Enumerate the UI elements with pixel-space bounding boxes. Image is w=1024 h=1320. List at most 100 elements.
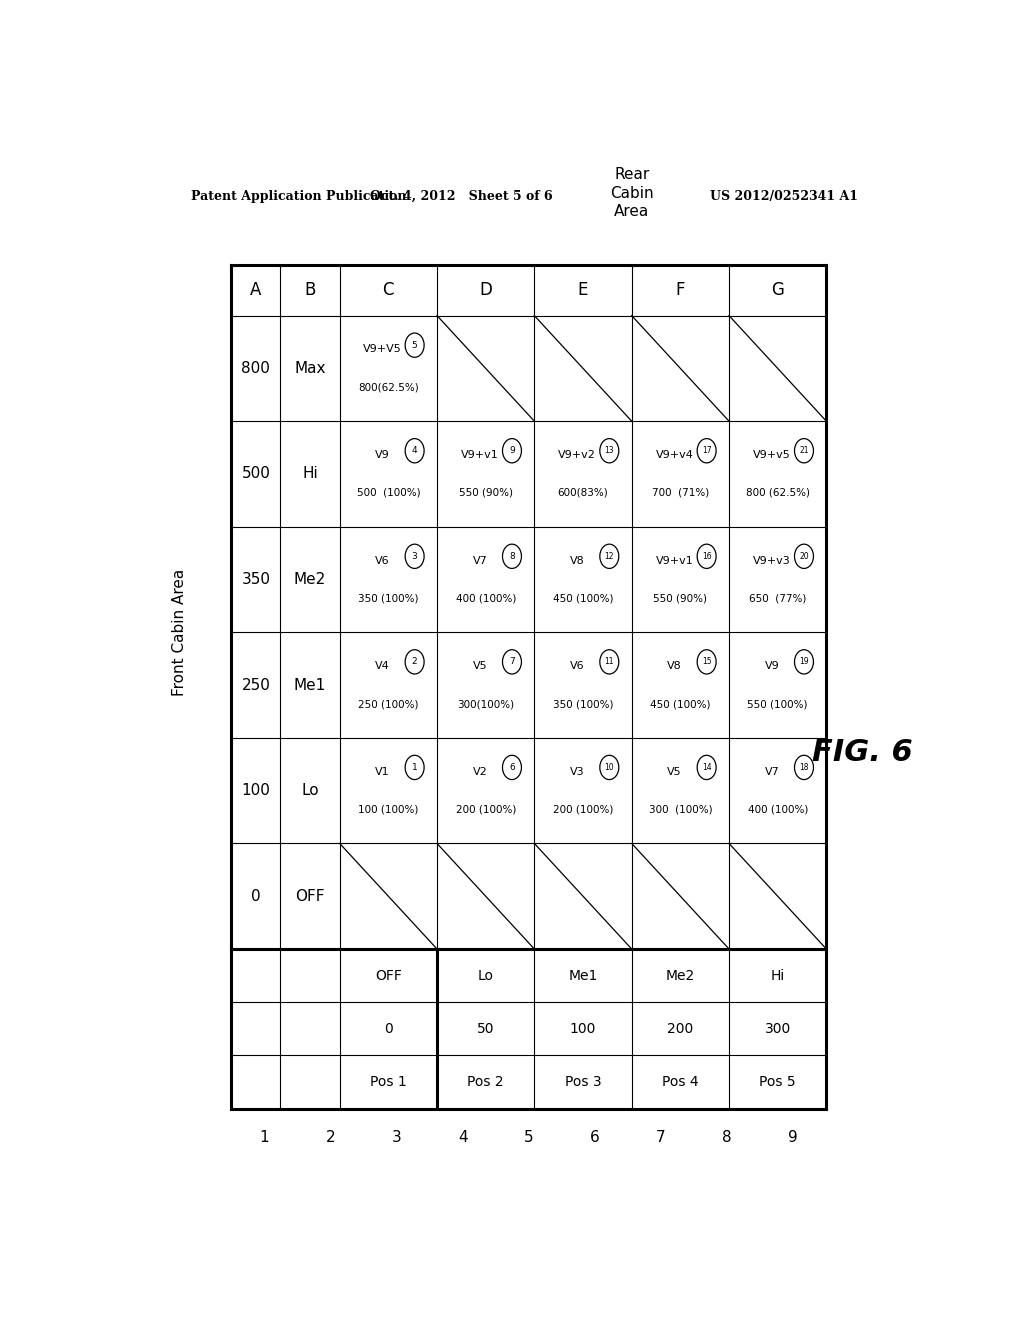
Text: 100 (100%): 100 (100%) [358, 805, 419, 814]
Text: 350: 350 [242, 572, 270, 587]
Text: 300(100%): 300(100%) [457, 700, 514, 709]
Text: V9: V9 [765, 661, 779, 671]
Text: Me2: Me2 [294, 572, 327, 587]
Text: 7: 7 [656, 1130, 666, 1144]
Text: Me1: Me1 [568, 969, 598, 982]
Text: Lo: Lo [301, 783, 318, 799]
Text: 5: 5 [524, 1130, 534, 1144]
Text: V9+V5: V9+V5 [364, 345, 401, 354]
Text: 18: 18 [799, 763, 809, 772]
Text: 200 (100%): 200 (100%) [456, 805, 516, 814]
Text: Patent Application Publication: Patent Application Publication [191, 190, 407, 202]
Text: V8: V8 [668, 661, 682, 671]
Text: 350 (100%): 350 (100%) [553, 700, 613, 709]
Text: C: C [383, 281, 394, 300]
Text: V2: V2 [472, 767, 487, 776]
Text: V9+v5: V9+v5 [753, 450, 791, 459]
Text: 700  (71%): 700 (71%) [651, 488, 709, 498]
Text: 12: 12 [604, 552, 614, 561]
Text: 550 (90%): 550 (90%) [653, 594, 708, 603]
Text: 2: 2 [326, 1130, 335, 1144]
Text: 14: 14 [701, 763, 712, 772]
Text: V8: V8 [569, 556, 585, 565]
Text: 21: 21 [799, 446, 809, 455]
Text: 50: 50 [477, 1022, 495, 1036]
Text: OFF: OFF [295, 888, 325, 904]
Text: V7: V7 [765, 767, 779, 776]
Text: V6: V6 [570, 661, 585, 671]
Text: V9+v2: V9+v2 [558, 450, 596, 459]
Text: 800 (62.5%): 800 (62.5%) [745, 488, 810, 498]
Text: 16: 16 [701, 552, 712, 561]
Text: V1: V1 [375, 767, 390, 776]
Text: 0: 0 [384, 1022, 393, 1036]
Text: 1: 1 [412, 763, 418, 772]
Text: 11: 11 [604, 657, 614, 667]
Text: 6: 6 [590, 1130, 600, 1144]
Text: 300: 300 [765, 1022, 791, 1036]
Text: Rear
Cabin
Area: Rear Cabin Area [610, 168, 653, 219]
Text: 550 (100%): 550 (100%) [748, 700, 808, 709]
Text: 6: 6 [509, 763, 515, 772]
Text: B: B [304, 281, 315, 300]
Text: OFF: OFF [375, 969, 401, 982]
Text: 500  (100%): 500 (100%) [356, 488, 420, 498]
Text: 7: 7 [509, 657, 515, 667]
Text: 200: 200 [668, 1022, 693, 1036]
Text: V3: V3 [570, 767, 585, 776]
Text: G: G [771, 281, 784, 300]
Text: 300  (100%): 300 (100%) [648, 805, 712, 814]
Text: V9+v1: V9+v1 [461, 450, 499, 459]
Text: F: F [676, 281, 685, 300]
Text: V4: V4 [375, 661, 390, 671]
Text: V9+v1: V9+v1 [655, 556, 693, 565]
Text: Front Cabin Area: Front Cabin Area [172, 569, 187, 696]
Text: Me1: Me1 [294, 677, 327, 693]
Text: Pos 1: Pos 1 [370, 1074, 407, 1089]
Text: 100: 100 [569, 1022, 596, 1036]
Text: 600(83%): 600(83%) [558, 488, 608, 498]
Text: 0: 0 [251, 888, 261, 904]
Text: 450 (100%): 450 (100%) [553, 594, 613, 603]
Text: V7: V7 [472, 556, 487, 565]
Text: FIG. 6: FIG. 6 [812, 738, 912, 767]
Text: 8: 8 [722, 1130, 732, 1144]
Text: V9+v3: V9+v3 [753, 556, 791, 565]
Text: V5: V5 [668, 767, 682, 776]
Text: 9: 9 [788, 1130, 798, 1144]
Text: V5: V5 [472, 661, 487, 671]
Text: 8: 8 [509, 552, 515, 561]
Text: 5: 5 [412, 341, 418, 350]
Text: D: D [479, 281, 493, 300]
Text: 4: 4 [458, 1130, 467, 1144]
Text: 1: 1 [259, 1130, 269, 1144]
Text: 4: 4 [412, 446, 418, 455]
Text: Me2: Me2 [666, 969, 695, 982]
Text: 3: 3 [391, 1130, 401, 1144]
Text: 20: 20 [799, 552, 809, 561]
Text: 800(62.5%): 800(62.5%) [358, 383, 419, 392]
Text: 350 (100%): 350 (100%) [358, 594, 419, 603]
Text: Pos 2: Pos 2 [467, 1074, 504, 1089]
Text: Lo: Lo [477, 969, 494, 982]
Text: 400 (100%): 400 (100%) [748, 805, 808, 814]
Text: 15: 15 [701, 657, 712, 667]
Text: 800: 800 [242, 360, 270, 376]
Text: 2: 2 [412, 657, 418, 667]
Text: 100: 100 [242, 783, 270, 799]
Text: Hi: Hi [302, 466, 318, 482]
Text: 9: 9 [509, 446, 515, 455]
Text: 19: 19 [799, 657, 809, 667]
Text: V9: V9 [375, 450, 390, 459]
Text: Hi: Hi [771, 969, 784, 982]
Text: 13: 13 [604, 446, 614, 455]
Text: 17: 17 [701, 446, 712, 455]
Text: 450 (100%): 450 (100%) [650, 700, 711, 709]
Text: 550 (90%): 550 (90%) [459, 488, 513, 498]
Text: Pos 5: Pos 5 [760, 1074, 796, 1089]
Text: 200 (100%): 200 (100%) [553, 805, 613, 814]
Text: 3: 3 [412, 552, 418, 561]
Text: V6: V6 [375, 556, 390, 565]
Text: 650  (77%): 650 (77%) [749, 594, 806, 603]
Text: 250: 250 [242, 677, 270, 693]
